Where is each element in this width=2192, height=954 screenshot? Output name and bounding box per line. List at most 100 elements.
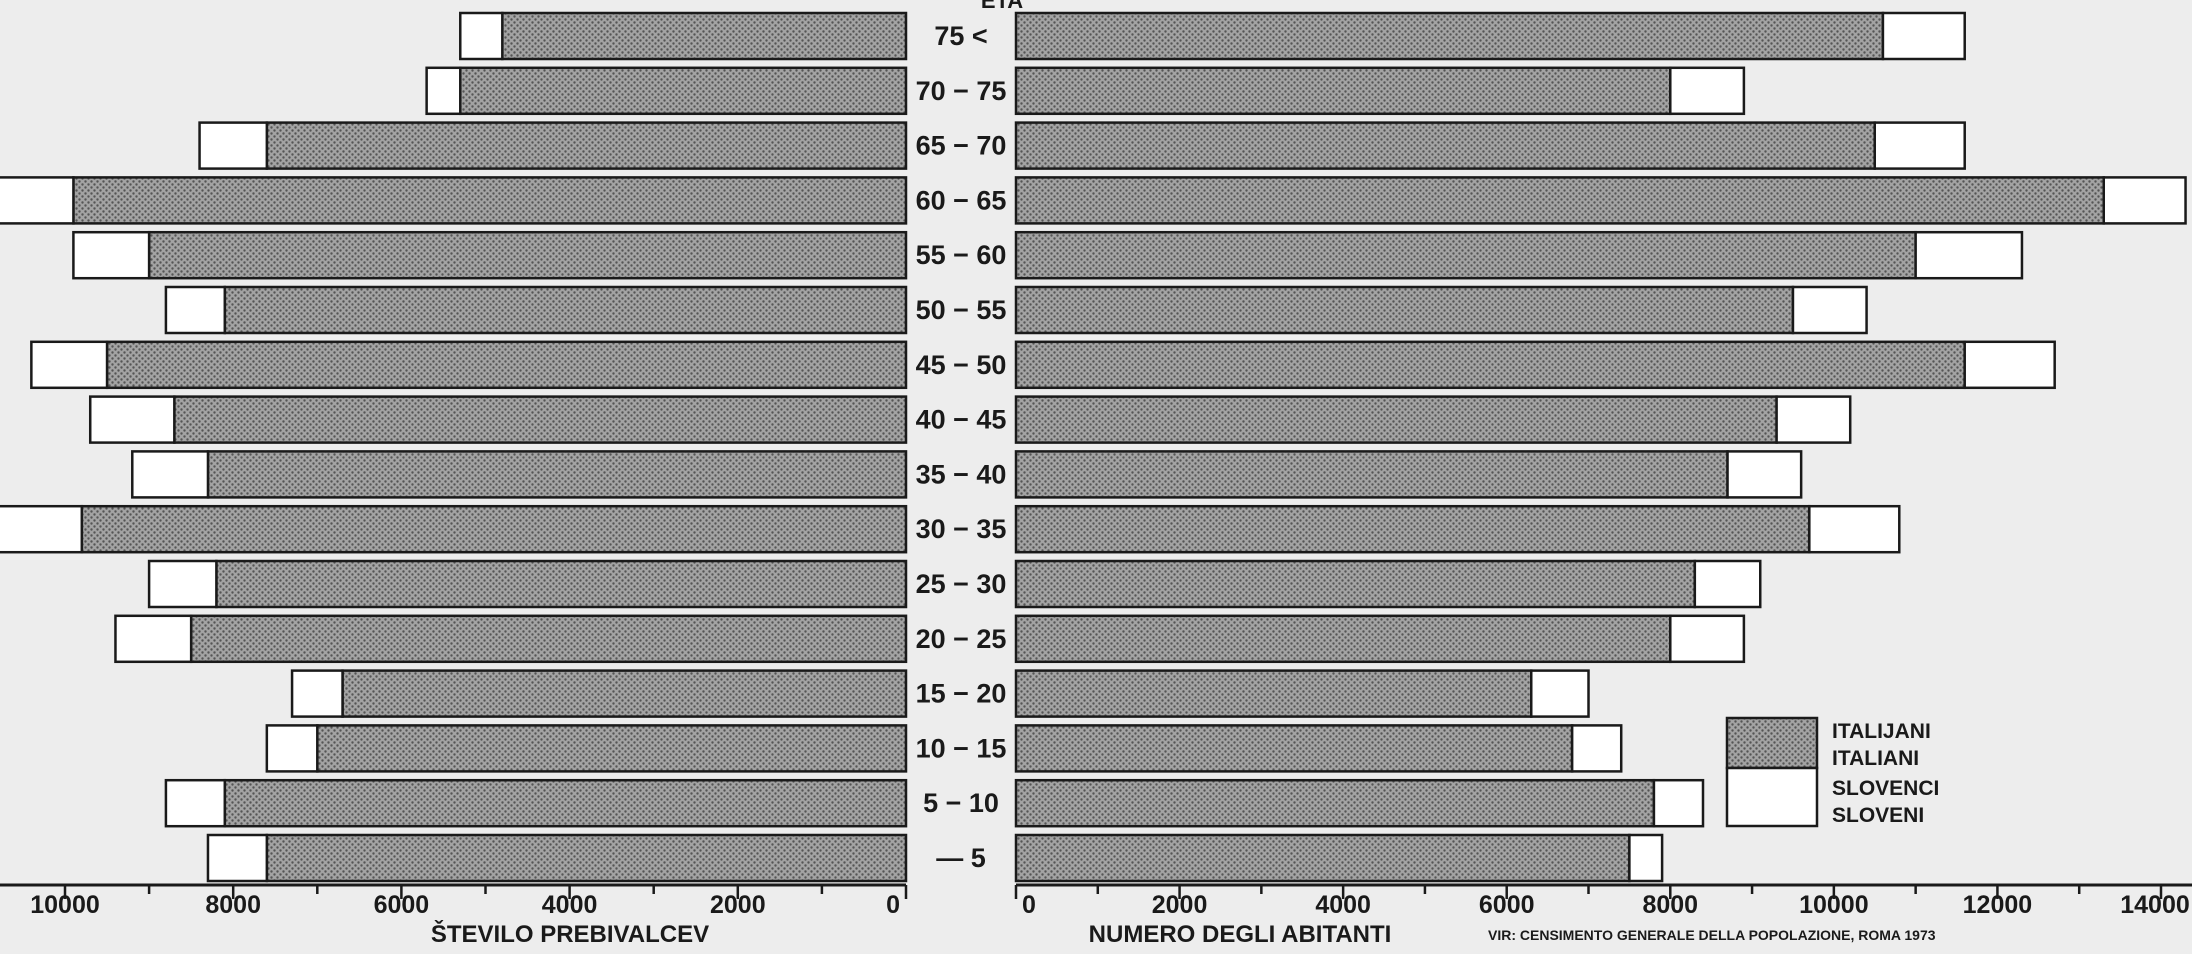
age-group-label-11: 20 − 25 <box>916 624 1007 654</box>
bar-left-sloveni-0 <box>459 11 504 61</box>
bar-right-sloveni-15 <box>1628 833 1664 883</box>
bar-right-sloveni-5 <box>1791 285 1868 335</box>
bar-right-italiani-1 <box>1014 66 1672 116</box>
age-group-label-13: 10 − 15 <box>916 733 1007 763</box>
bar-right-italiani-9 <box>1014 504 1811 554</box>
bar-right-italiani-14 <box>1014 778 1656 828</box>
right-tick-label-10000: 10000 <box>1799 891 1869 919</box>
right-tick-label-0: 0 <box>1022 891 1036 919</box>
bar-left-italiani-5 <box>223 285 908 335</box>
bar-right-sloveni-1 <box>1669 66 1746 116</box>
left-tick-label-10000: 10000 <box>30 891 100 919</box>
left-x-axis-title: ŠTEVILO PREBIVALCEV <box>431 920 709 948</box>
bar-right-sloveni-11 <box>1669 614 1746 664</box>
bar-left-italiani-10 <box>215 559 908 609</box>
age-group-label-6: 45 − 50 <box>916 350 1007 380</box>
bar-right-sloveni-0 <box>1881 11 1966 61</box>
legend-label-slovenci: SLOVENCI <box>1832 777 1939 800</box>
bar-right-sloveni-14 <box>1652 778 1705 828</box>
left-bars-group <box>0 11 908 883</box>
age-group-label-5: 50 − 55 <box>916 295 1007 325</box>
bar-right-italiani-6 <box>1014 340 1966 390</box>
bar-left-sloveni-1 <box>425 66 462 116</box>
right-tick-label-6000: 6000 <box>1479 891 1535 919</box>
bar-left-italiani-7 <box>173 395 908 444</box>
bar-left-italiani-4 <box>147 230 908 280</box>
bar-left-italiani-2 <box>265 121 908 170</box>
bar-left-italiani-14 <box>223 778 908 828</box>
bar-left-sloveni-12 <box>290 669 344 718</box>
legend: ITALIJANI ITALIANI SLOVENCI SLOVENI <box>1725 716 1939 828</box>
age-group-label-3: 60 − 65 <box>916 185 1007 215</box>
bar-right-italiani-12 <box>1014 669 1533 718</box>
bar-right-italiani-11 <box>1014 614 1672 664</box>
age-labels-group: 75 < 70 − 75 65 − 70 60 − 65 55 − 60 50 − 55 4… <box>916 21 1007 873</box>
source-note: VIR: CENSIMENTO GENERALE DELLA POPOLAZIO… <box>1488 927 1936 943</box>
bar-right-sloveni-7 <box>1775 395 1852 444</box>
bar-right-sloveni-4 <box>1914 230 2024 280</box>
bar-left-italiani-12 <box>341 669 908 718</box>
bar-right-italiani-8 <box>1014 450 1729 499</box>
bar-right-italiani-4 <box>1014 230 1917 280</box>
right-x-axis-title: NUMERO DEGLI ABITANTI <box>1089 921 1392 948</box>
bar-left-italiani-9 <box>80 504 908 554</box>
bar-left-sloveni-6 <box>30 340 109 390</box>
bar-left-italiani-1 <box>459 66 908 116</box>
age-group-label-4: 55 − 60 <box>916 240 1007 270</box>
bar-left-italiani-0 <box>501 11 908 61</box>
right-bars-group <box>1014 11 2187 883</box>
bar-right-italiani-2 <box>1014 121 1876 170</box>
bar-left-italiani-8 <box>206 450 908 499</box>
bar-right-italiani-0 <box>1014 11 1885 61</box>
left-tick-label-0: 0 <box>886 891 900 919</box>
age-group-label-7: 40 − 45 <box>916 405 1007 435</box>
bar-right-sloveni-13 <box>1570 724 1623 773</box>
right-tick-label-8000: 8000 <box>1642 891 1698 919</box>
left-tick-label-6000: 6000 <box>374 891 430 919</box>
bar-right-sloveni-2 <box>1873 121 1966 170</box>
bar-right-italiani-3 <box>1014 176 2105 225</box>
legend-label-sloveni: SLOVENI <box>1832 804 1924 827</box>
bar-left-sloveni-11 <box>114 614 193 664</box>
bar-right-italiani-13 <box>1014 724 1574 773</box>
bar-left-sloveni-10 <box>147 559 218 609</box>
bar-right-italiani-15 <box>1014 833 1631 883</box>
age-group-label-1: 70 − 75 <box>916 76 1007 106</box>
right-tick-label-4000: 4000 <box>1315 891 1371 919</box>
bar-left-italiani-3 <box>72 176 908 225</box>
age-group-label-8: 35 − 40 <box>916 459 1007 489</box>
bar-right-italiani-7 <box>1014 395 1778 444</box>
bar-right-sloveni-8 <box>1726 450 1803 499</box>
bar-left-sloveni-3 <box>0 176 75 225</box>
age-group-label-15: — 5 <box>936 843 986 873</box>
age-group-label-2: 65 − 70 <box>916 131 1007 161</box>
bar-right-sloveni-9 <box>1808 504 1901 554</box>
legend-swatch-italiani <box>1725 716 1819 770</box>
age-group-label-10: 25 − 30 <box>916 569 1007 599</box>
age-group-label-12: 15 − 20 <box>916 679 1007 709</box>
bar-left-sloveni-2 <box>198 121 269 170</box>
bar-right-italiani-10 <box>1014 559 1697 609</box>
right-tick-label-14000: 14000 <box>2120 891 2190 919</box>
bar-left-italiani-6 <box>105 340 908 390</box>
bar-left-sloveni-14 <box>164 778 227 828</box>
bar-left-sloveni-7 <box>88 395 176 444</box>
bar-left-sloveni-5 <box>164 285 227 335</box>
bar-left-sloveni-9 <box>0 504 84 554</box>
age-axis-title: ETA <box>981 0 1023 13</box>
legend-label-italijani: ITALIJANI <box>1832 720 1931 743</box>
bar-left-sloveni-13 <box>265 724 319 773</box>
bar-right-sloveni-6 <box>1963 340 2056 390</box>
bar-left-sloveni-4 <box>72 230 151 280</box>
bar-left-italiani-15 <box>265 833 908 883</box>
age-group-label-9: 30 − 35 <box>916 514 1007 544</box>
right-tick-label-2000: 2000 <box>1152 891 1208 919</box>
bar-left-sloveni-8 <box>131 450 210 499</box>
bar-right-sloveni-12 <box>1530 669 1590 718</box>
left-tick-label-8000: 8000 <box>205 891 261 919</box>
right-tick-label-12000: 12000 <box>1963 891 2033 919</box>
bar-left-italiani-11 <box>189 614 908 664</box>
left-tick-label-2000: 2000 <box>710 891 766 919</box>
